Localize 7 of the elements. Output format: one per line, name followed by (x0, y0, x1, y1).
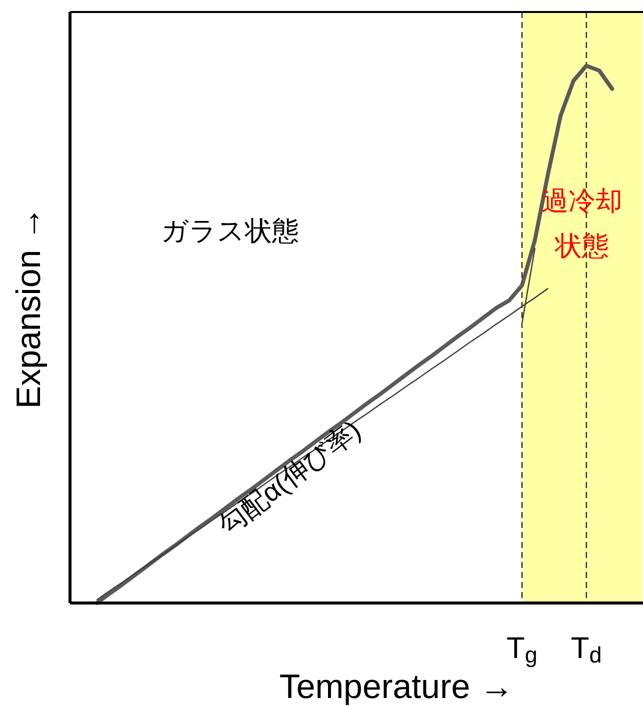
annotation: 勾配α(伸び率) (212, 414, 366, 541)
y-axis-title: Expansion → (10, 206, 48, 409)
annotation: 状態 (554, 231, 609, 261)
x-axis-title: Temperature → (279, 668, 514, 706)
annotation: ガラス状態 (161, 216, 299, 246)
x-tick-label: T$_{d}$ (570, 632, 602, 668)
x-tick-label: T$_{g}$ (506, 632, 538, 668)
